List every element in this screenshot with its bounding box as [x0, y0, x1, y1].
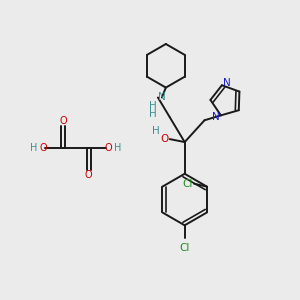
Text: H: H — [152, 126, 160, 136]
Text: O: O — [59, 116, 67, 126]
Text: Cl: Cl — [179, 243, 190, 253]
Text: Cl: Cl — [182, 179, 192, 189]
Text: N: N — [223, 78, 231, 88]
Text: H: H — [114, 143, 121, 153]
Text: O: O — [161, 134, 169, 144]
Text: O: O — [105, 143, 112, 153]
Text: H: H — [149, 109, 157, 119]
Text: O: O — [85, 170, 92, 180]
Text: O: O — [39, 143, 47, 153]
Text: N: N — [158, 92, 166, 103]
Text: N: N — [212, 112, 220, 122]
Text: H: H — [149, 101, 157, 111]
Text: H: H — [30, 143, 38, 153]
